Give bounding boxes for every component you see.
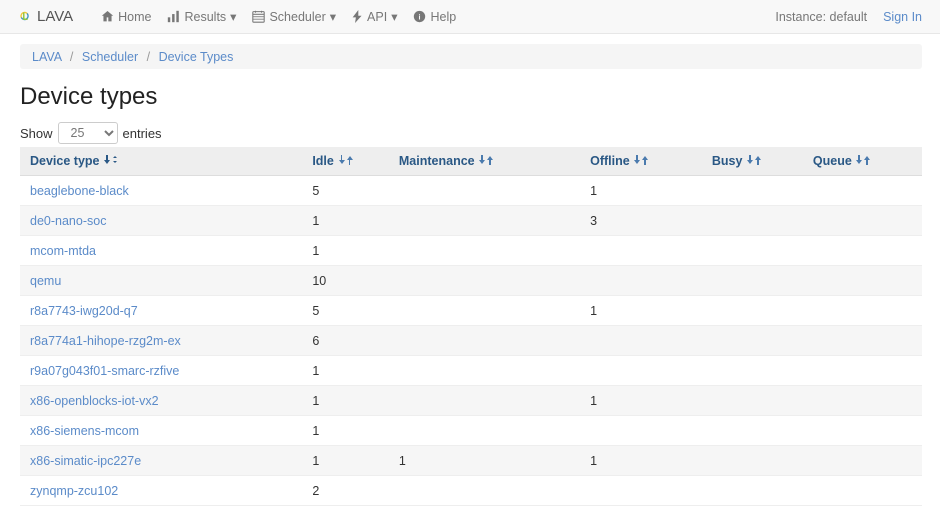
svg-text:i: i	[419, 13, 421, 22]
